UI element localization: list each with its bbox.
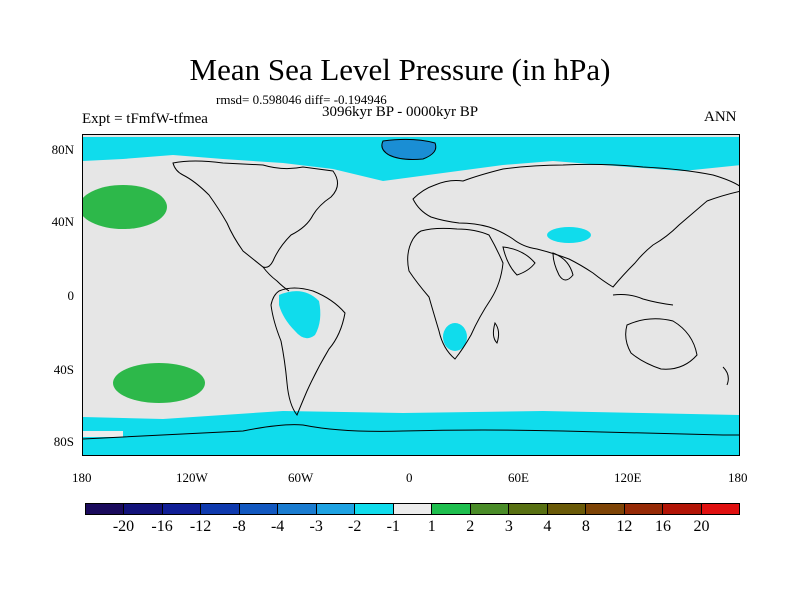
lat-tick: 40S bbox=[53, 362, 74, 377]
colorbar-label: 12 bbox=[616, 518, 633, 535]
lon-tick: 0 bbox=[406, 470, 413, 485]
colorbar-label: -16 bbox=[151, 518, 173, 535]
south-pacific-positive bbox=[113, 363, 205, 403]
map-svg bbox=[83, 137, 739, 455]
southern-africa-negative bbox=[443, 323, 467, 351]
colorbar-label: -2 bbox=[348, 518, 362, 535]
colorbar-box bbox=[86, 504, 125, 514]
colorbar-label: 20 bbox=[693, 518, 710, 535]
lon-tick: 60E bbox=[508, 470, 529, 485]
colorbar-box bbox=[393, 504, 433, 514]
experiment-label: Expt = tFmfW-tfmea bbox=[82, 111, 208, 127]
lat-tick: 80S bbox=[53, 434, 74, 449]
colorbar-label: 1 bbox=[427, 518, 436, 535]
stats-label: rmsd= 0.598046 diff= -0.194946 bbox=[216, 92, 387, 107]
period-label: 3096kyr BP - 0000kyr BP bbox=[322, 104, 479, 120]
tibet-negative bbox=[547, 227, 591, 243]
colorbar-box bbox=[201, 504, 240, 514]
colorbar-label: -8 bbox=[232, 518, 246, 535]
lon-tick: 120W bbox=[176, 470, 208, 485]
colorbar-box bbox=[355, 504, 394, 514]
colorbar-label: -1 bbox=[386, 518, 400, 535]
lon-tick: 180 bbox=[728, 470, 748, 485]
colorbar-box bbox=[432, 504, 471, 514]
colorbar-label: -3 bbox=[309, 518, 323, 535]
colorbar-box bbox=[470, 504, 510, 514]
colorbar-box bbox=[124, 504, 163, 514]
colorbar-box bbox=[624, 504, 664, 514]
lat-tick: 0 bbox=[67, 288, 75, 303]
colorbar-box bbox=[547, 504, 587, 514]
colorbar-box bbox=[162, 504, 202, 514]
season-label: ANN bbox=[704, 109, 737, 125]
colorbar-box bbox=[509, 504, 548, 514]
colorbar-label: -20 bbox=[112, 518, 135, 535]
colorbar-box bbox=[316, 504, 356, 514]
colorbar bbox=[85, 503, 740, 515]
colorbar-box bbox=[663, 504, 702, 514]
colorbar-label: -4 bbox=[270, 518, 285, 535]
plot-title: Mean Sea Level Pressure (in hPa) bbox=[189, 52, 611, 87]
lon-tick: 120E bbox=[614, 470, 642, 485]
lon-tick: 180 bbox=[72, 470, 92, 485]
amazon-negative bbox=[279, 291, 321, 339]
lat-tick: 80N bbox=[51, 142, 74, 157]
colorbar-label: 2 bbox=[466, 518, 475, 535]
colorbar-box bbox=[701, 504, 739, 514]
lat-tick: 40N bbox=[51, 214, 74, 229]
colorbar-box bbox=[239, 504, 279, 514]
antarctic-negative-region bbox=[83, 411, 739, 455]
colorbar-box bbox=[278, 504, 317, 514]
colorbar-label: 3 bbox=[504, 518, 513, 535]
coastlines bbox=[83, 138, 739, 440]
antarctic-white-spot bbox=[83, 431, 123, 437]
colorbar-box bbox=[586, 504, 625, 514]
colorbar-label: -12 bbox=[189, 518, 212, 535]
greenland-negative-region bbox=[381, 139, 436, 160]
colorbar-label: 16 bbox=[654, 518, 671, 535]
north-pacific-positive bbox=[83, 185, 167, 229]
lon-tick: 60W bbox=[288, 470, 314, 485]
colorbar-label: 8 bbox=[581, 518, 590, 535]
colorbar-label: 4 bbox=[543, 518, 552, 535]
map-panel bbox=[82, 134, 740, 456]
